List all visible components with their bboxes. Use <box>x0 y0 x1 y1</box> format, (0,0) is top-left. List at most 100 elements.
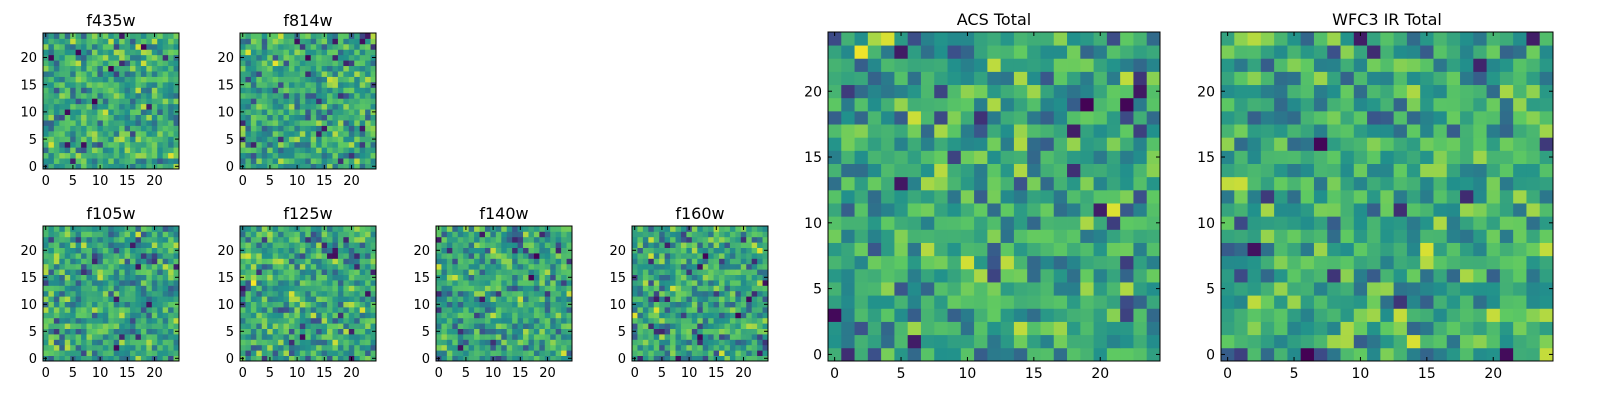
heatmap-cell <box>659 247 666 254</box>
heatmap-cell <box>343 152 350 159</box>
heatmap-cell <box>686 247 693 254</box>
heatmap-cell <box>256 285 263 292</box>
heatmap-cell <box>740 296 747 302</box>
heatmap-cell <box>348 130 355 137</box>
heatmap-cell <box>288 125 295 132</box>
heatmap-cell <box>283 120 290 126</box>
heatmap-cell <box>256 81 263 88</box>
heatmap-cell <box>75 301 82 308</box>
heatmap-cell <box>102 141 109 148</box>
heatmap-cell <box>283 307 290 313</box>
heatmap-cell <box>566 258 573 265</box>
heatmap-cell <box>697 231 704 238</box>
heatmap-cell <box>305 236 312 243</box>
heatmap-cell <box>135 152 142 159</box>
heatmap-cell <box>1146 110 1161 125</box>
heatmap-cell <box>299 274 306 281</box>
heatmap-cell <box>135 71 142 77</box>
heatmap-cell <box>43 125 49 132</box>
heatmap-cell <box>91 301 98 308</box>
heatmap-cell <box>523 339 529 346</box>
heatmap-cell <box>691 263 698 270</box>
heatmap-cell <box>283 296 290 302</box>
heatmap-cell <box>97 339 104 346</box>
heatmap-cell <box>544 312 551 319</box>
heatmap-cell <box>1313 282 1328 296</box>
heatmap-cell <box>119 114 125 121</box>
heatmap-cell <box>250 274 257 281</box>
heatmap-cell <box>746 258 753 265</box>
heatmap-cell <box>1340 216 1355 230</box>
heatmap-cell <box>555 296 562 302</box>
heatmap-cell <box>316 296 322 302</box>
heatmap-cell <box>354 226 361 232</box>
heatmap-cell <box>539 307 546 313</box>
heatmap-cell <box>1420 282 1434 296</box>
heatmap-cell <box>348 253 355 259</box>
heatmap-cell <box>724 323 731 329</box>
heatmap-cell <box>974 255 988 270</box>
y-tick-label: 20 <box>217 51 234 66</box>
heatmap-cell <box>59 76 66 83</box>
heatmap-cell <box>305 350 312 356</box>
heatmap-cell <box>124 301 131 308</box>
heatmap-cell <box>75 328 82 335</box>
heatmap-cell <box>267 301 274 308</box>
heatmap-cell <box>659 350 666 356</box>
heatmap-cell <box>1486 308 1501 322</box>
heatmap-cell <box>327 334 333 340</box>
heatmap-cell <box>1027 32 1041 46</box>
heatmap-cell <box>245 109 252 115</box>
heatmap-cell <box>321 334 328 340</box>
heatmap-cell <box>1234 163 1248 178</box>
heatmap-cell <box>267 38 274 45</box>
heatmap-cell <box>441 247 448 254</box>
heatmap-cell <box>539 242 546 248</box>
heatmap-cell <box>746 339 753 346</box>
heatmap-cell <box>762 226 769 232</box>
heatmap-cell <box>113 76 120 83</box>
heatmap-cell <box>757 301 763 308</box>
heatmap-cell <box>343 87 350 94</box>
heatmap-cell <box>332 38 339 45</box>
heatmap-cell <box>299 350 306 356</box>
heatmap-cell <box>484 285 491 292</box>
heatmap-cell <box>512 307 518 313</box>
heatmap-cell <box>1313 347 1328 362</box>
heatmap-cell <box>751 263 758 270</box>
heatmap-cell <box>506 301 513 308</box>
heatmap-cell <box>354 290 361 297</box>
heatmap-cell <box>332 87 339 94</box>
heatmap-cell <box>240 152 246 159</box>
heatmap-cell <box>1133 295 1148 309</box>
heatmap-cell <box>854 71 869 86</box>
heatmap-cell <box>637 350 644 356</box>
heatmap-cell <box>97 92 104 99</box>
heatmap-cell <box>539 350 546 356</box>
heatmap-cell <box>490 236 497 243</box>
heatmap-cell <box>91 236 98 243</box>
heatmap-cell <box>1393 229 1408 243</box>
heatmap-cell <box>108 92 115 99</box>
heatmap-cell <box>713 274 720 281</box>
heatmap-cell <box>294 274 301 281</box>
heatmap-cell <box>102 350 109 356</box>
heatmap-cell <box>1000 282 1015 296</box>
heatmap-cell <box>664 307 671 313</box>
heatmap-cell <box>86 152 93 159</box>
heatmap-cell <box>140 136 147 143</box>
heatmap-cell <box>468 339 475 346</box>
heatmap-cell <box>332 247 339 254</box>
heatmap-cell <box>305 285 312 292</box>
heatmap-cell <box>250 301 257 308</box>
heatmap-cell <box>53 87 60 94</box>
heatmap-cell <box>1093 242 1108 257</box>
heatmap-cell <box>1380 203 1395 217</box>
heatmap-cell <box>53 231 60 238</box>
heatmap-cell <box>135 226 142 232</box>
heatmap-cell <box>1327 216 1341 230</box>
heatmap-cell <box>370 350 377 356</box>
heatmap-cell <box>173 334 180 340</box>
heatmap-cell <box>113 290 120 297</box>
heatmap-cell <box>91 65 98 72</box>
